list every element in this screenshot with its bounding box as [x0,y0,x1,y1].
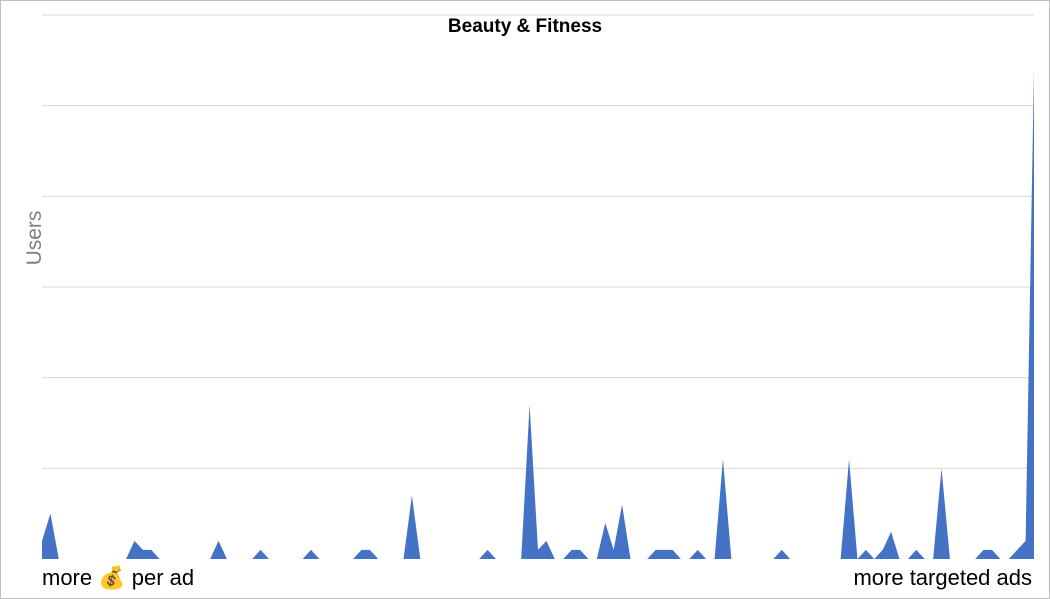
gridlines [42,14,1034,469]
series-area [42,69,1034,560]
chart-title: Beauty & Fitness [448,16,602,37]
y-axis-label: Users [23,211,46,266]
x-tick-label-right: more targeted ads [853,565,1032,590]
x-tick-label-left: more 💰 per ad [42,565,194,591]
